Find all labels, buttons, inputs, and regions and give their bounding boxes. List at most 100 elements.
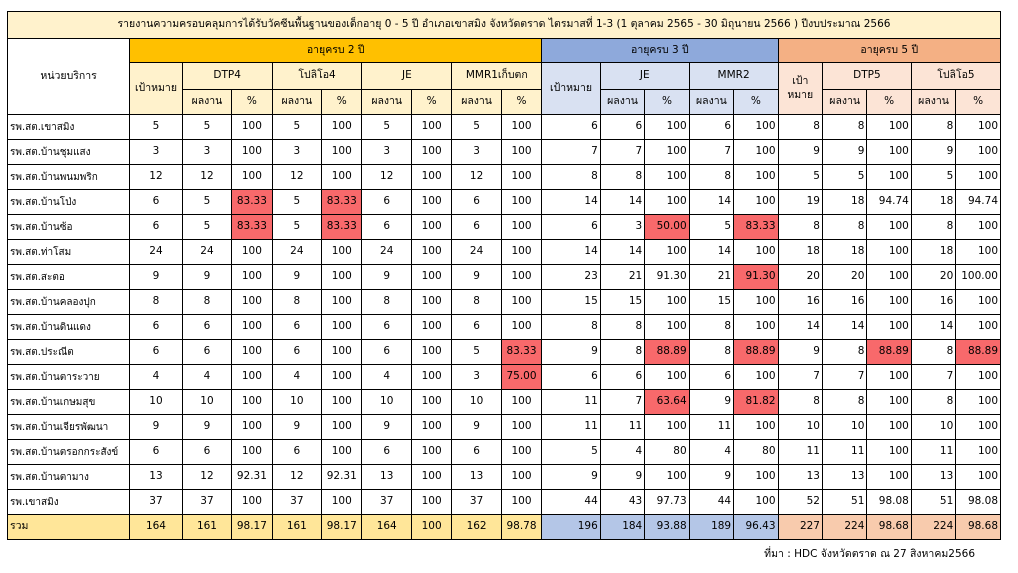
mmr1-header: MMR1เก็บตก <box>451 62 543 90</box>
table-cell: 8 <box>541 164 601 190</box>
table-cell: 14 <box>688 239 735 265</box>
table-cell: 91.30 <box>733 264 779 290</box>
table-row: รพ.สต.บ้านโป่ง 6 5 83.33 5 83.33 6 100 6 100 14 14 1… <box>6 189 1001 215</box>
table-cell: 100 <box>733 189 779 215</box>
table-cell: 88.89 <box>955 339 1001 365</box>
table-cell: 24 <box>271 239 323 265</box>
table-cell: 100 <box>410 514 453 540</box>
table-cell: 100 <box>500 439 543 465</box>
table-cell: 10 <box>910 414 957 440</box>
table-cell: 11 <box>777 439 823 465</box>
table-cell: 6 <box>129 339 183 365</box>
table-cell: 37 <box>271 489 323 515</box>
table-cell: 8 <box>910 214 957 240</box>
table-cell: 100 <box>321 364 363 390</box>
table-cell: 100 <box>866 239 912 265</box>
table-cell: 10 <box>129 389 183 415</box>
table-cell: 13 <box>361 464 412 490</box>
table-cell: 8 <box>777 114 823 140</box>
table-cell: 100 <box>955 114 1001 140</box>
table-cell: 100 <box>866 114 912 140</box>
table-cell: 7 <box>688 139 735 165</box>
table-cell: 8 <box>599 339 646 365</box>
table-cell: 100 <box>866 139 912 165</box>
table-cell: 80 <box>644 439 690 465</box>
table-cell: 7 <box>777 364 823 390</box>
table-cell: 98.17 <box>231 514 273 540</box>
table-cell: 100 <box>410 339 453 365</box>
table-cell: 14 <box>910 314 957 340</box>
table-cell: 13 <box>910 464 957 490</box>
table-cell: 15 <box>599 289 646 315</box>
table-cell: 100 <box>500 239 543 265</box>
table-cell: 9 <box>688 464 735 490</box>
result-header: ผลงาน <box>688 89 735 115</box>
table-cell: 100 <box>644 239 690 265</box>
table-cell: 9 <box>271 264 323 290</box>
table-cell: 8 <box>688 339 735 365</box>
table-cell: 91.30 <box>644 264 690 290</box>
table-cell: 100 <box>955 314 1001 340</box>
table-cell: 100 <box>644 139 690 165</box>
table-cell: 162 <box>451 514 502 540</box>
table-cell: 5 <box>541 439 601 465</box>
table-cell: 94.74 <box>955 189 1001 215</box>
age2-header: อายุครบ 2 ปี <box>129 38 543 63</box>
table-cell: 18 <box>821 189 868 215</box>
table-cell: 227 <box>777 514 823 540</box>
table-cell: 9 <box>451 264 502 290</box>
table-cell: 10 <box>181 389 233 415</box>
table-row: รพ.สต.บ้านคลองปุก 8 8 100 8 100 8 100 8 100 15 15 10… <box>6 289 1001 315</box>
unit-name: รพ.สต.บ้านเกษมสุข <box>6 389 131 415</box>
table-cell: 6 <box>451 214 502 240</box>
table-cell: 100 <box>231 439 273 465</box>
table-cell: 196 <box>541 514 601 540</box>
table-cell: 100 <box>733 314 779 340</box>
table-cell: 16 <box>910 289 957 315</box>
table-cell: 83.33 <box>321 189 363 215</box>
percent-header: % <box>231 89 273 115</box>
table-cell: 100 <box>866 314 912 340</box>
result-header: ผลงาน <box>910 89 957 115</box>
unit-name: รพ.สต.บ้านตาระวาย <box>6 364 131 390</box>
table-cell: 6 <box>451 314 502 340</box>
table-cell: 51 <box>821 489 868 515</box>
table-cell: 6 <box>361 189 412 215</box>
table-cell: 100 <box>733 239 779 265</box>
table-cell: 14 <box>688 189 735 215</box>
table-cell: 5 <box>777 164 823 190</box>
unit-name: รพ.สต.บ้านพนมพริก <box>6 164 131 190</box>
table-cell: 7 <box>821 364 868 390</box>
table-row: รพ.สต.บ้านเจียรพัฒนา 9 9 100 9 100 9 100 9 100 11 1… <box>6 414 1001 440</box>
table-cell: 7 <box>910 364 957 390</box>
table-cell: 100 <box>866 214 912 240</box>
table-cell: 5 <box>271 214 323 240</box>
table-cell: 4 <box>129 364 183 390</box>
table-cell: 11 <box>541 414 601 440</box>
table-cell: 100 <box>500 389 543 415</box>
table-cell: 6 <box>361 339 412 365</box>
table-cell: 83.33 <box>500 339 543 365</box>
table-cell: 100 <box>644 414 690 440</box>
table-cell: 3 <box>129 139 183 165</box>
table-cell: 6 <box>271 314 323 340</box>
table-cell: 21 <box>688 264 735 290</box>
je3-header: JE <box>599 62 690 90</box>
table-cell: 5 <box>361 114 412 140</box>
table-cell: 100 <box>231 139 273 165</box>
table-cell: 83.33 <box>321 214 363 240</box>
table-cell: 88.89 <box>866 339 912 365</box>
percent-header: % <box>866 89 912 115</box>
table-cell: 8 <box>541 314 601 340</box>
table-cell: 98.68 <box>955 514 1001 540</box>
table-cell: 100 <box>733 164 779 190</box>
table-cell: 18 <box>821 239 868 265</box>
table-row: รพ.สต.บ้านซ้อ 6 5 83.33 5 83.33 6 100 6 100 6 3 50.0… <box>6 214 1001 240</box>
table-cell: 4 <box>361 364 412 390</box>
table-cell: 9 <box>181 414 233 440</box>
table-cell: 13 <box>129 464 183 490</box>
table-cell: 12 <box>271 164 323 190</box>
table-cell: 83.33 <box>231 189 273 215</box>
table-cell: 100 <box>410 364 453 390</box>
table-cell: 5 <box>451 339 502 365</box>
